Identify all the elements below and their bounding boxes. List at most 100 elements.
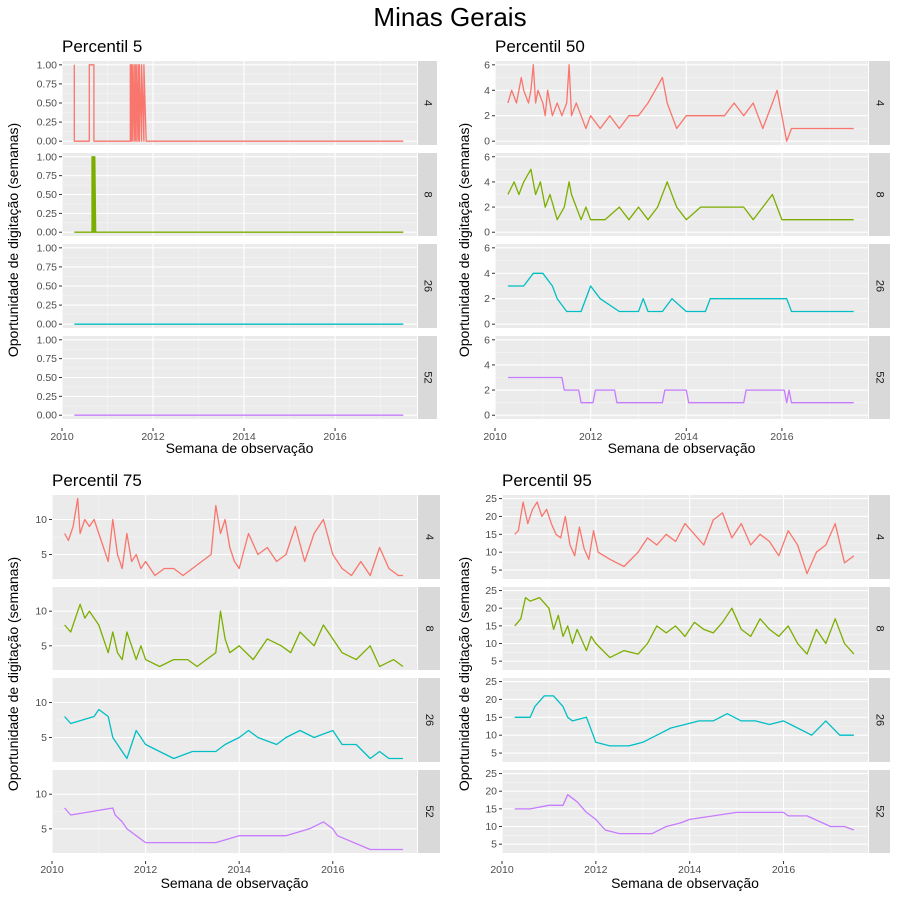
y-tick-label: 0.00	[37, 136, 58, 148]
x-tick-label: 2014	[678, 864, 702, 876]
y-tick-label: 0.25	[37, 208, 58, 220]
y-tick-label: 10	[35, 514, 47, 526]
y-tick-label: 20	[485, 786, 497, 798]
facet-strip-label: 52	[422, 371, 434, 383]
facet-52: 5 10 52	[35, 770, 440, 853]
facet-strip	[869, 587, 890, 670]
y-tick-label: 5	[41, 640, 47, 652]
facet-strip	[418, 153, 437, 236]
facet-8: 5 10 8	[35, 587, 440, 670]
y-tick-label: 0	[484, 227, 490, 239]
facet-strip	[418, 495, 440, 579]
panel-3: Percentil 75 Oportunidade de digitação (s…	[5, 471, 440, 891]
y-tick-label: 5	[41, 732, 47, 744]
y-tick-label: 0.25	[37, 117, 58, 129]
y-tick-label: 0	[484, 319, 490, 331]
y-tick-label: 0.25	[37, 300, 58, 312]
series-line-8	[507, 168, 854, 221]
x-axis-title: Semana de observação	[161, 875, 309, 891]
facet-52: 5 10 15 20 25 52	[485, 768, 890, 853]
y-tick-label: 2	[484, 293, 490, 305]
panel-1: Percentil 5 Oportunidade de digitação (se…	[5, 37, 437, 456]
y-tick-label: 6	[484, 151, 490, 163]
panel-4: Percentil 95 Oportunidade de digitação (s…	[456, 471, 890, 891]
y-tick-label: 15	[485, 529, 497, 541]
facet-strip-label: 8	[422, 191, 434, 197]
y-tick-label: 5	[491, 748, 497, 760]
y-tick-label: 0.00	[37, 410, 58, 422]
y-tick-label: 0.00	[37, 227, 58, 239]
facet-background	[502, 587, 868, 670]
facet-strip	[418, 770, 440, 853]
y-tick-label: 25	[485, 585, 497, 597]
series-line-26	[507, 272, 854, 313]
y-tick-label: 4	[484, 176, 490, 188]
y-tick-label: 5	[41, 823, 47, 835]
facet-4: 5 10 15 20 25 4	[485, 493, 890, 579]
y-tick-label: 4	[484, 85, 490, 97]
facet-strip	[418, 587, 440, 670]
facet-8: 0 2 4 6 8	[484, 151, 890, 239]
y-tick-label: 10	[35, 789, 47, 801]
facet-52: 0.00 0.25 0.50 0.75 1.00 52	[37, 334, 437, 422]
series-line-8	[74, 156, 404, 233]
x-axis-title: Semana de observação	[611, 875, 759, 891]
y-tick-label: 4	[484, 359, 490, 371]
y-tick-label: 1.00	[37, 59, 58, 71]
y-axis-title: Oportunidade de digitação (semanas)	[5, 123, 21, 357]
series-line-26	[64, 708, 403, 760]
x-axis-title: Semana de observação	[608, 440, 756, 456]
y-tick-label: 15	[485, 620, 497, 632]
facet-background	[502, 678, 868, 762]
facet-background	[502, 495, 868, 579]
series-line-8	[64, 603, 404, 668]
series-line-52	[514, 794, 855, 835]
y-tick-label: 4	[484, 268, 490, 280]
facet-strip-label: 8	[423, 625, 435, 631]
facet-strip-label: 26	[423, 714, 435, 726]
facet-strip-label: 52	[423, 805, 435, 817]
x-tick-label: 2016	[772, 864, 796, 876]
series-line-52	[507, 376, 854, 404]
series-line-4	[64, 497, 403, 577]
y-tick-label: 2	[484, 110, 490, 122]
x-tick-label: 2012	[579, 431, 603, 443]
y-tick-label: 25	[485, 768, 497, 780]
facet-26: 0 2 4 6 26	[484, 242, 890, 331]
y-tick-label: 10	[35, 606, 47, 618]
facet-4: 0 2 4 6 4	[484, 59, 890, 148]
x-tick-label: 2010	[483, 431, 507, 443]
facet-strip-label: 4	[874, 534, 886, 540]
y-tick-label: 25	[485, 493, 497, 505]
series-line-26	[514, 695, 854, 747]
y-tick-label: 0	[484, 136, 490, 148]
y-tick-label: 6	[484, 59, 490, 71]
facet-26: 0.00 0.25 0.50 0.75 1.00 26	[37, 242, 437, 331]
panel-title: Percentil 50	[495, 37, 585, 56]
y-tick-label: 0.50	[37, 189, 58, 201]
y-axis-title: Oportunidade de digitação (semanas)	[5, 557, 21, 791]
y-axis-title: Oportunidade de digitação (semanas)	[456, 123, 472, 357]
x-tick-label: 2016	[770, 431, 794, 443]
y-tick-label: 20	[485, 694, 497, 706]
panel-title: Percentil 5	[62, 37, 142, 56]
y-tick-label: 6	[484, 242, 490, 254]
facet-strip-label: 26	[874, 714, 886, 726]
facet-strip	[418, 678, 440, 762]
y-tick-label: 1.00	[37, 242, 58, 254]
y-tick-label: 0.75	[37, 353, 58, 365]
series-line-4	[507, 64, 854, 142]
x-tick-label: 2014	[232, 431, 256, 443]
series-line-8	[514, 596, 855, 659]
x-tick-label: 2014	[675, 431, 699, 443]
facet-strip	[869, 770, 890, 853]
facet-26: 5 10 15 20 25 26	[485, 676, 890, 762]
facet-strip-label: 4	[874, 100, 886, 106]
y-tick-label: 5	[491, 839, 497, 851]
y-tick-label: 0.50	[37, 372, 58, 384]
facet-strip	[869, 153, 890, 236]
y-tick-label: 0	[484, 410, 490, 422]
y-tick-label: 6	[484, 334, 490, 346]
y-tick-label: 15	[485, 712, 497, 724]
facet-4: 0.00 0.25 0.50 0.75 1.00 4	[37, 59, 437, 148]
